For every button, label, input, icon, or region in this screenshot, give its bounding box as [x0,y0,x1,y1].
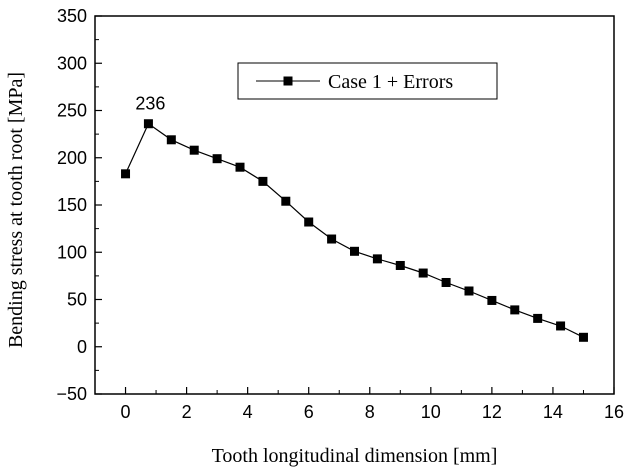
data-point [418,268,428,278]
series-layer [121,119,588,342]
data-point [189,145,199,155]
y-tick-label: 0 [77,337,87,357]
x-axis-title: Tooth longitudinal dimension [mm] [212,445,498,467]
x-tick-label: 8 [365,402,375,422]
data-point [258,176,268,186]
data-point [487,295,497,305]
data-point [235,162,245,172]
y-tick-label: 200 [57,148,87,168]
y-axis-title: Bending stress at tooth root [MPa] [5,72,27,348]
data-point [578,332,588,342]
data-point [556,321,566,331]
peak-value-label: 236 [135,94,165,114]
x-tick-label: 14 [543,402,563,422]
legend-marker-square [283,76,293,86]
data-point [510,305,520,315]
legend-label: Case 1 + Errors [328,71,453,93]
data-point [327,234,337,244]
x-tick-label: 10 [421,402,441,422]
y-tick-label: 300 [57,53,87,73]
y-tick-label: 50 [67,290,87,310]
annotation-layer: 236 [135,94,165,114]
legend: Case 1 + Errors [237,62,498,100]
y-tick-label: −50 [56,384,87,404]
x-tick-label: 0 [121,402,131,422]
data-point [464,286,474,296]
x-tick-label: 4 [243,402,253,422]
y-tick-label: 350 [57,6,87,26]
data-point [350,246,359,256]
data-point [395,260,405,270]
data-point [143,119,153,129]
data-point [121,169,131,179]
data-point [533,313,543,323]
data-point [441,277,451,287]
x-axis-ticks: 0 2 4 6 8 10 12 14 16 [94,387,624,422]
x-tick-label: 16 [604,402,624,422]
x-tick-label: 6 [304,402,314,422]
data-point [212,154,222,164]
y-tick-label: 150 [57,195,87,215]
y-axis-ticks: −50 0 50 100 150 200 250 300 350 [56,6,102,404]
y-tick-label: 250 [57,101,87,121]
data-point [372,254,382,264]
x-tick-label: 12 [482,402,502,422]
series-line [124,122,584,338]
data-point [281,196,291,206]
y-tick-label: 100 [57,242,87,262]
data-point [304,217,314,227]
data-point [166,135,176,145]
x-tick-label: 2 [182,402,192,422]
